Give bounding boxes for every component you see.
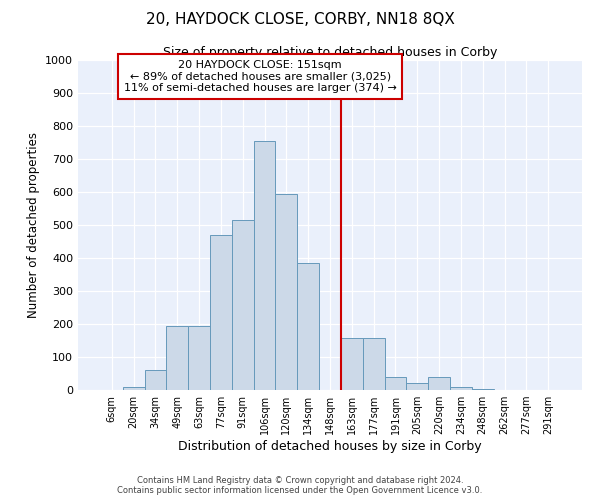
Bar: [145, 370, 166, 390]
Bar: [363, 338, 385, 390]
Text: 20 HAYDOCK CLOSE: 151sqm
← 89% of detached houses are smaller (3,025)
11% of sem: 20 HAYDOCK CLOSE: 151sqm ← 89% of detach…: [124, 60, 397, 93]
Bar: [385, 378, 406, 390]
Bar: [254, 141, 275, 390]
Bar: [406, 384, 428, 390]
Bar: [341, 338, 363, 390]
Bar: [166, 326, 188, 390]
Text: 20, HAYDOCK CLOSE, CORBY, NN18 8QX: 20, HAYDOCK CLOSE, CORBY, NN18 8QX: [146, 12, 454, 28]
Y-axis label: Number of detached properties: Number of detached properties: [26, 132, 40, 318]
Title: Size of property relative to detached houses in Corby: Size of property relative to detached ho…: [163, 46, 497, 59]
Bar: [297, 263, 319, 390]
Bar: [472, 388, 494, 390]
X-axis label: Distribution of detached houses by size in Corby: Distribution of detached houses by size …: [178, 440, 482, 453]
Text: Contains HM Land Registry data © Crown copyright and database right 2024.
Contai: Contains HM Land Registry data © Crown c…: [118, 476, 482, 495]
Bar: [210, 235, 232, 390]
Bar: [232, 220, 254, 390]
Bar: [450, 388, 472, 390]
Bar: [428, 377, 450, 390]
Bar: [123, 386, 145, 390]
Bar: [275, 194, 297, 390]
Bar: [188, 326, 210, 390]
